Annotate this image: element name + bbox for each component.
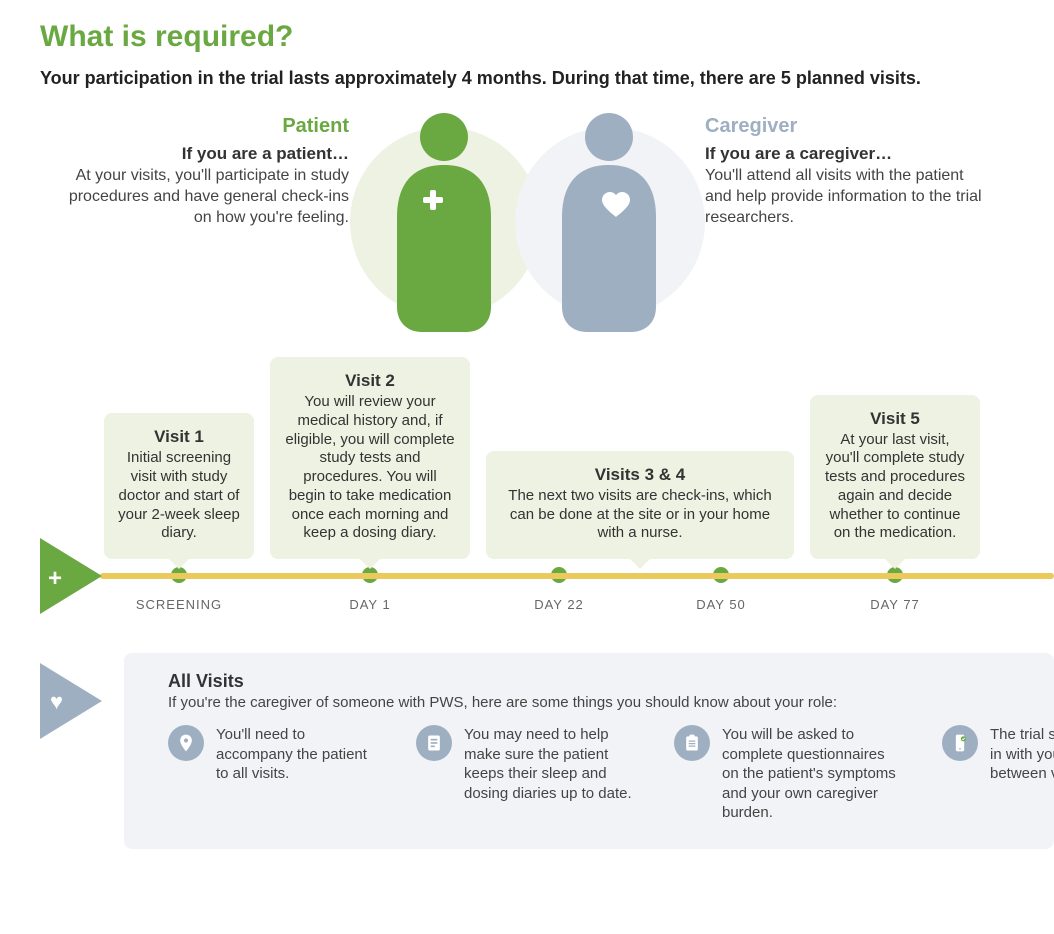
visit-title: Visit 2 xyxy=(284,371,456,391)
visit-title: Visit 1 xyxy=(118,427,240,447)
caregiver-panel-wrap: ♥ All Visits If you're the caregiver of … xyxy=(80,653,1014,849)
person-icon xyxy=(367,107,522,337)
visit-body: Initial screening visit with study docto… xyxy=(118,449,240,543)
caregiver-text-block: Caregiver If you are a caregiver… You'll… xyxy=(687,107,987,228)
task-text: The trial site will check in with you vi… xyxy=(990,725,1054,784)
timeline-bar xyxy=(100,573,1054,579)
intro-text: Your participation in the trial lasts ap… xyxy=(40,68,1014,89)
task-item: You will be asked to complete questionna… xyxy=(674,725,902,823)
visit-title: Visit 5 xyxy=(824,409,966,429)
caregiver-figure xyxy=(532,107,687,337)
task-item: The trial site will check in with you vi… xyxy=(942,725,1054,823)
timeline-axis: + SCREENING DAY 1 DAY 22 DAY 50 DAY 77 xyxy=(80,573,1014,619)
clipboard-icon xyxy=(674,725,710,761)
visit-body: The next two visits are check-ins, which… xyxy=(500,487,780,543)
notebook-icon xyxy=(416,725,452,761)
visit-card-3-4: Visits 3 & 4 The next two visits are che… xyxy=(486,451,794,559)
pin-icon xyxy=(168,725,204,761)
plus-icon: + xyxy=(48,565,62,593)
task-text: You'll need to accompany the patient to … xyxy=(216,725,376,784)
task-text: You will be asked to complete questionna… xyxy=(722,725,902,823)
task-item: You may need to help make sure the patie… xyxy=(416,725,634,823)
caregiver-sub: If you are a caregiver… xyxy=(705,144,987,164)
visit-body: At your last visit, you'll complete stud… xyxy=(824,431,966,544)
task-text: You may need to help make sure the patie… xyxy=(464,725,634,803)
day-label: DAY 77 xyxy=(870,597,920,612)
page-title: What is required? xyxy=(40,20,1014,54)
patient-text-block: Patient If you are a patient… At your vi… xyxy=(67,107,367,228)
all-visits-title: All Visits xyxy=(168,671,1030,692)
visit-title: Visits 3 & 4 xyxy=(500,465,780,485)
patient-label: Patient xyxy=(67,115,349,138)
heart-icon: ♥ xyxy=(50,689,63,715)
caregiver-body: You'll attend all visits with the patien… xyxy=(705,166,987,228)
patient-sub: If you are a patient… xyxy=(67,144,349,164)
caregiver-panel: All Visits If you're the caregiver of so… xyxy=(124,653,1054,849)
visit-card-2: Visit 2 You will review your medical his… xyxy=(270,357,470,559)
person-icon xyxy=(532,107,687,337)
day-label: SCREENING xyxy=(136,597,222,612)
day-label: DAY 1 xyxy=(349,597,390,612)
timeline: Visit 1 Initial screening visit with stu… xyxy=(40,357,1014,849)
task-row: You'll need to accompany the patient to … xyxy=(168,725,1030,823)
phone-icon xyxy=(942,725,978,761)
caregiver-label: Caregiver xyxy=(705,115,987,138)
all-visits-subtitle: If you're the caregiver of someone with … xyxy=(168,694,1030,711)
timeline-cards: Visit 1 Initial screening visit with stu… xyxy=(104,357,1014,559)
day-label: DAY 50 xyxy=(696,597,746,612)
visit-card-1: Visit 1 Initial screening visit with stu… xyxy=(104,413,254,559)
day-label: DAY 22 xyxy=(534,597,584,612)
patient-body: At your visits, you'll participate in st… xyxy=(67,166,349,228)
role-figures xyxy=(367,107,687,337)
patient-figure xyxy=(367,107,522,337)
visit-body: You will review your medical history and… xyxy=(284,393,456,543)
visit-card-5: Visit 5 At your last visit, you'll compl… xyxy=(810,395,980,560)
roles-row: Patient If you are a patient… At your vi… xyxy=(40,107,1014,337)
task-item: You'll need to accompany the patient to … xyxy=(168,725,376,823)
